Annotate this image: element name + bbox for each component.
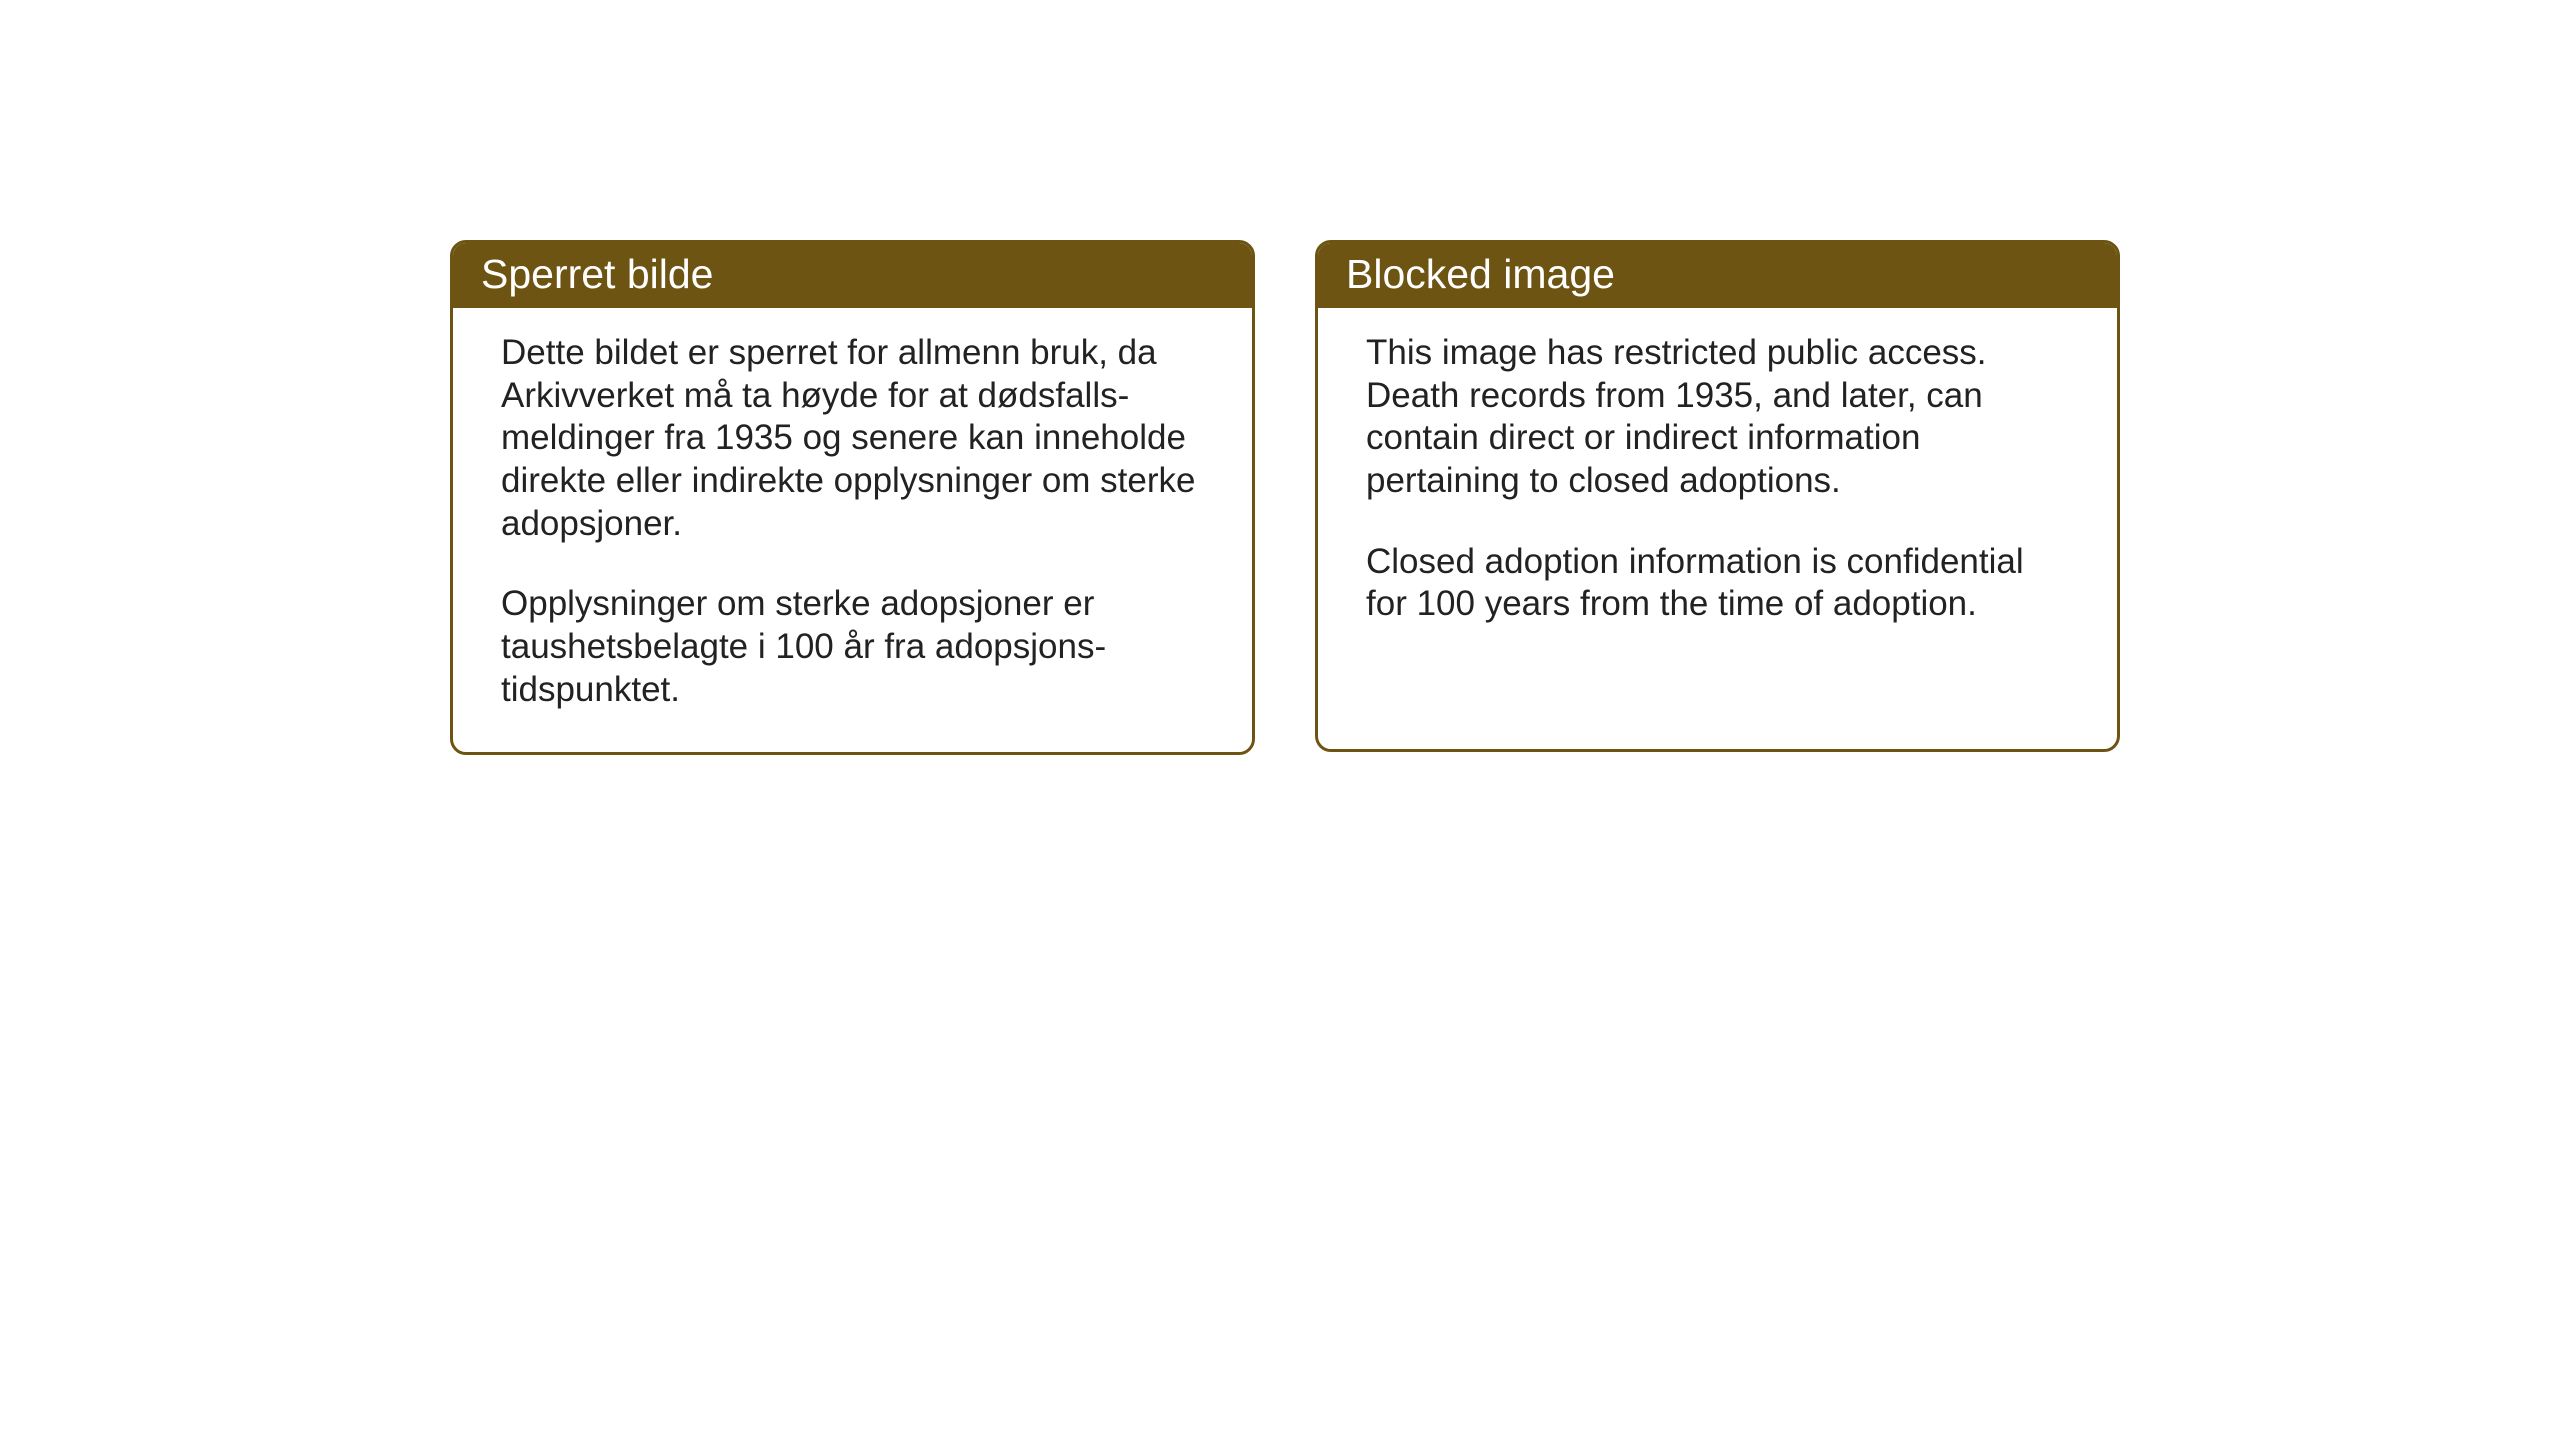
- cards-container: Sperret bilde Dette bildet er sperret fo…: [450, 240, 2120, 755]
- norwegian-card-title: Sperret bilde: [453, 243, 1252, 308]
- english-card: Blocked image This image has restricted …: [1315, 240, 2120, 752]
- english-paragraph-2: Closed adoption information is confident…: [1366, 541, 2069, 626]
- english-paragraph-1: This image has restricted public access.…: [1366, 332, 2069, 503]
- norwegian-paragraph-1: Dette bildet er sperret for allmenn bruk…: [501, 332, 1204, 545]
- norwegian-card-body: Dette bildet er sperret for allmenn bruk…: [453, 308, 1252, 752]
- norwegian-paragraph-2: Opplysninger om sterke adopsjoner er tau…: [501, 583, 1204, 711]
- english-card-body: This image has restricted public access.…: [1318, 308, 2117, 666]
- english-card-title: Blocked image: [1318, 243, 2117, 308]
- norwegian-card: Sperret bilde Dette bildet er sperret fo…: [450, 240, 1255, 755]
